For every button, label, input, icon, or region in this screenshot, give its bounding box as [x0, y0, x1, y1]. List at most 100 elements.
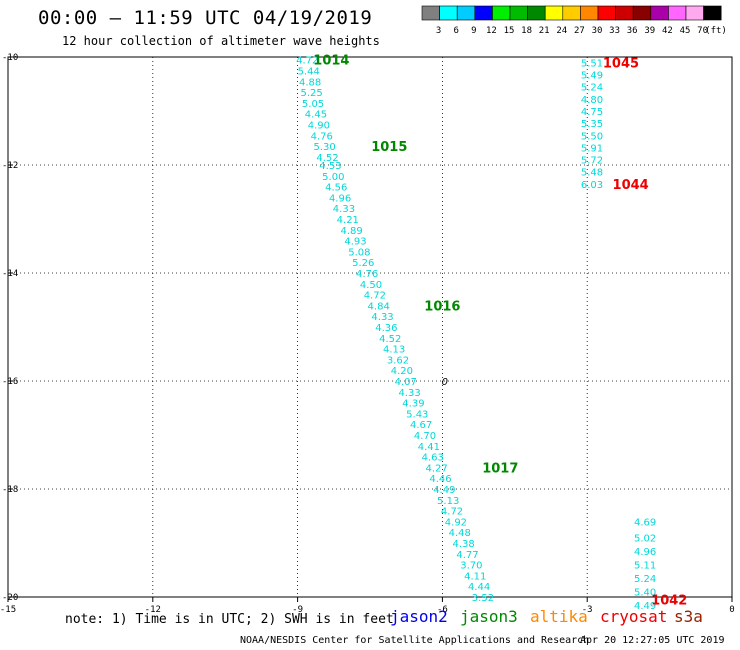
wave-height-value: 4.75 [581, 107, 603, 118]
color-bin-label-4: 15 [504, 26, 515, 36]
lon-tick-label: 0 [729, 605, 734, 615]
wave-height-value: 4.38 [453, 539, 475, 550]
map-frame [7, 56, 733, 598]
wave-height-value: 5.24 [634, 574, 656, 585]
contour-label: 0 [442, 377, 448, 388]
wave-height-value: 4.93 [344, 237, 366, 248]
lon-tick-label: -3 [582, 605, 593, 615]
lat-tick-label: -12 [2, 161, 18, 171]
wave-height-value: 4.52 [316, 153, 338, 164]
color-bin-16 [703, 5, 722, 21]
wave-height-value: 4.92 [445, 517, 467, 528]
wave-height-value: 4.77 [456, 550, 478, 561]
wave-height-value: 5.13 [437, 496, 459, 507]
lat-tick-label: -20 [2, 593, 18, 603]
wave-height-value: 3.62 [387, 355, 409, 366]
wave-height-value: 4.39 [402, 399, 424, 410]
wave-height-value: 4.70 [414, 431, 436, 442]
wave-height-value: 4.41 [418, 442, 440, 453]
wave-height-value: 4.72 [441, 507, 463, 518]
color-bin-label-10: 33 [609, 26, 620, 36]
lon-tick-label: -15 [0, 605, 16, 615]
satellite-cryosat: cryosat [600, 607, 668, 626]
wave-height-value: 6.03 [581, 180, 603, 191]
color-bin-label-5: 18 [521, 26, 532, 36]
pass-time-label: 1042 [651, 594, 687, 609]
wave-height-value: 5.26 [352, 258, 374, 269]
wave-height-value: 4.33 [398, 388, 420, 399]
wave-height-value: 4.84 [368, 301, 390, 312]
wave-height-value: 5.72 [581, 156, 603, 167]
pass-time-label: 1014 [313, 54, 349, 69]
color-bin-label-14: 45 [680, 26, 691, 36]
lon-tick-label: -12 [145, 605, 161, 615]
lat-tick-label: -16 [2, 377, 18, 387]
wave-height-value: 5.43 [406, 409, 428, 420]
wave-height-value: 5.05 [302, 99, 324, 110]
wave-height-value: 4.88 [299, 77, 321, 88]
color-bin-label-1: 6 [453, 26, 458, 36]
color-scale-legend: 3 6 9 12 15 18 21 24 27 30 33 36 39 42 45 70(ft) [421, 5, 727, 36]
lon-tick-label: -9 [292, 605, 303, 615]
wave-height-value: 5.40 [634, 588, 656, 599]
wave-height-value: 4.44 [468, 582, 490, 593]
wave-height-value: 5.50 [581, 131, 603, 142]
wave-height-value: 4.46 [429, 474, 451, 485]
wave-height-value: 4.33 [333, 204, 355, 215]
wave-height-value: 5.25 [300, 88, 322, 99]
wave-height-value: 5.11 [634, 561, 656, 572]
wave-height-value: 5.48 [581, 167, 603, 178]
satellite-altika: altika [530, 607, 588, 626]
wave-height-value: 4.80 [581, 95, 603, 106]
wave-height-value: 4.49 [433, 485, 455, 496]
wave-height-value: 4.45 [305, 110, 327, 121]
footer-timestamp: Apr 20 12:27:05 UTC 2019 [580, 635, 725, 646]
wave-height-value: 4.89 [341, 226, 363, 237]
satellite-jason3: jason3 [460, 607, 518, 626]
wave-height-value: 5.49 [581, 70, 603, 81]
wave-height-value: 5.44 [298, 67, 320, 78]
wave-height-value: 4.90 [308, 121, 330, 132]
satellite-jason2: jason2 [390, 607, 448, 626]
wave-height-value: 4.50 [360, 280, 382, 291]
lat-tick-label: -10 [2, 53, 18, 63]
wave-height-value: 3.70 [460, 561, 482, 572]
wave-height-value: 4.76 [311, 131, 333, 142]
wave-height-value: 5.91 [581, 144, 603, 155]
wave-height-value: 4.48 [449, 528, 471, 539]
wave-height-value: 4.52 [379, 334, 401, 345]
wave-height-value: 5.24 [581, 83, 603, 94]
wave-height-value: 4.53 [319, 161, 341, 172]
wave-height-value: 5.30 [313, 142, 335, 153]
wave-height-value: 4.76 [356, 269, 378, 280]
footer-credit: NOAA/NESDIS Center for Satellite Applica… [240, 635, 590, 646]
wave-height-value: 4.27 [425, 463, 447, 474]
wave-height-value: 5.35 [581, 119, 603, 130]
wave-height-value: 5.08 [348, 247, 370, 258]
lat-tick-label: -18 [2, 485, 18, 495]
lon-tick-label: -6 [437, 605, 448, 615]
wave-height-value: 5.51 [581, 58, 603, 69]
units-note: note: 1) Time is in UTC; 2) SWH is in fe… [65, 612, 394, 627]
pass-time-label: 1017 [482, 461, 518, 476]
color-bin-label-9: 30 [592, 26, 603, 36]
lat-tick-label: -14 [2, 269, 18, 279]
wave-height-value: 5.00 [322, 172, 344, 183]
pass-time-label: 1016 [424, 299, 460, 314]
wave-height-value: 4.21 [337, 215, 359, 226]
wave-height-value: 4.96 [329, 193, 351, 204]
wave-height-value: 5.02 [634, 534, 656, 545]
altimeter-track-2: 4.69 5.02 4.96 5.11 5.24 5.40 4.49 [634, 517, 656, 612]
wave-height-value: 4.49 [634, 601, 656, 612]
pass-time-label: 1044 [613, 178, 649, 193]
map-title: 00:00 – 11:59 UTC 04/19/2019 [38, 7, 373, 29]
color-bin-label-13: 42 [662, 26, 673, 36]
pass-time-label: 1015 [371, 140, 407, 155]
wave-height-value: 4.36 [375, 323, 397, 334]
color-bin-label-15: 70 [697, 26, 708, 36]
wave-height-value: 4.20 [391, 366, 413, 377]
color-bin-label-11: 36 [627, 26, 638, 36]
satellite-s3a: s3a [674, 607, 703, 626]
wave-height-value: 4.07 [395, 377, 417, 388]
